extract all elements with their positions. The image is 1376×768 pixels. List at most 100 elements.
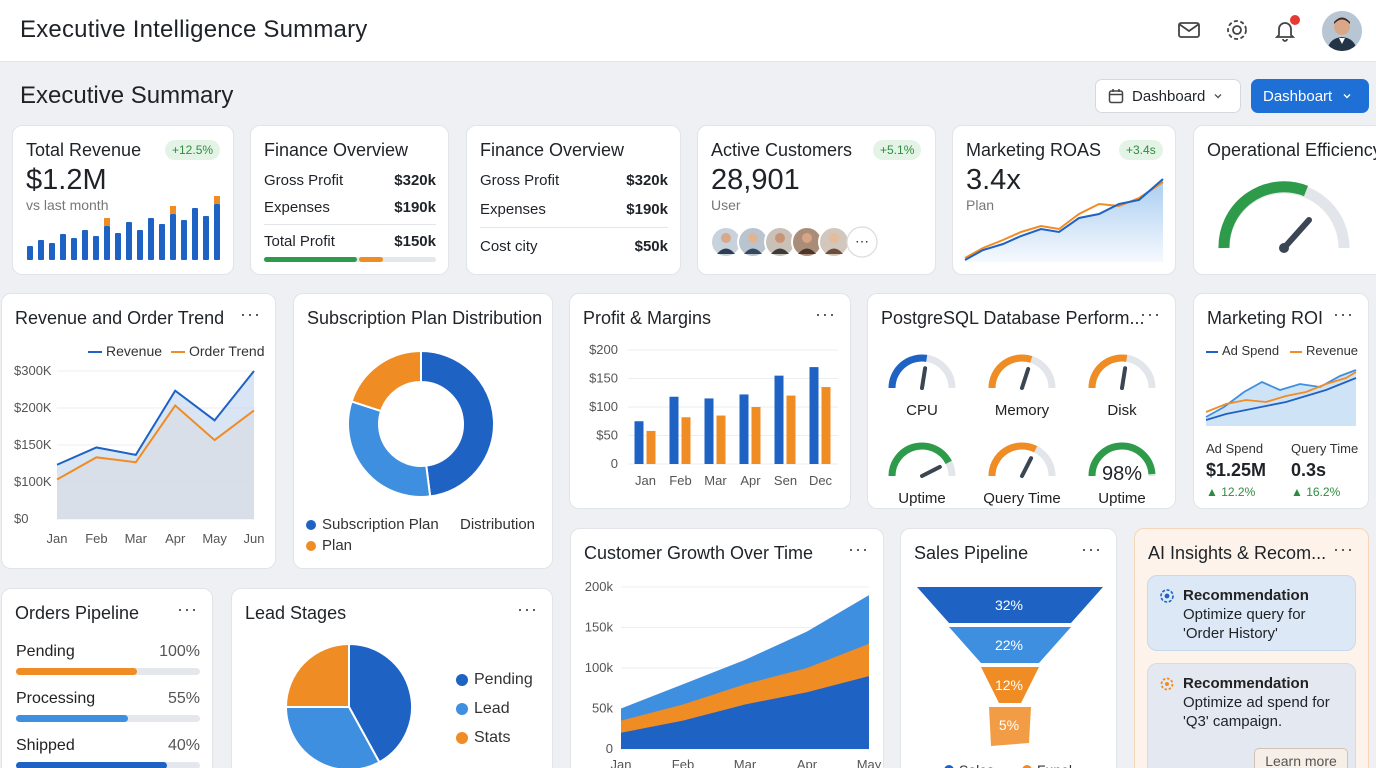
mini-bar	[38, 240, 44, 260]
shipped-progress	[16, 762, 200, 768]
gauge-label: Uptime	[1098, 490, 1146, 507]
stat-value: $1.25M	[1206, 460, 1267, 480]
gauge-fill	[988, 442, 1038, 477]
mini-bar	[159, 224, 165, 260]
gear-icon[interactable]	[1224, 17, 1250, 43]
dashboard-primary-button[interactable]: Dashboart	[1251, 79, 1369, 113]
x-tick-label: Jun	[244, 531, 265, 546]
more-menu-button[interactable]: ···	[1333, 304, 1354, 324]
more-avatars-label: ⋯	[855, 233, 869, 249]
revenue-order-trend-card[interactable]: Revenue and Order Trend ··· Revenue Orde…	[1, 293, 276, 569]
pipeline-item-pending: Pending 100%	[16, 643, 200, 660]
card-title: Finance Overview	[264, 140, 409, 160]
gauge-value: 98%	[1102, 463, 1142, 485]
card-title: Orders Pipeline	[15, 603, 140, 623]
x-tick-label: Mar	[125, 531, 148, 546]
sales-pipeline-card[interactable]: Sales Pipeline ··· 32% 22% 12% 5% Sales Funel	[900, 528, 1117, 768]
card-title: Active Customers	[711, 140, 853, 160]
more-menu-button[interactable]: ···	[815, 304, 836, 324]
revenue-trend-chart: $300K $200K $150K $100K $0 Jan Feb Mar Apr May Jun	[14, 364, 265, 546]
customers-sub: User	[711, 197, 741, 213]
avatar[interactable]	[1322, 11, 1362, 51]
total-revenue-card[interactable]: Total Revenue +12.5% $1.2M vs last month	[12, 125, 234, 275]
finance-overview-card[interactable]: Finance Overview Gross Profit $320k Expen…	[250, 125, 449, 275]
bar	[646, 430, 656, 464]
mini-bar	[137, 230, 143, 260]
funnel-label: 32%	[995, 597, 1023, 613]
area-series	[621, 676, 869, 749]
y-tick-label: $100K	[14, 474, 52, 489]
profit-margins-card[interactable]: Profit & Margins ··· $200 $150 $100 $50 0 Jan…	[569, 293, 851, 509]
card-title: Marketing ROI	[1207, 308, 1324, 328]
subscription-distribution-card[interactable]: Subscription Plan Distribution Subscript…	[293, 293, 553, 569]
recommendation-item[interactable]: Recommendation Optimize ad spend for 'Q3…	[1147, 663, 1356, 768]
x-tick-label: Jan	[635, 473, 656, 488]
x-tick-label: Feb	[669, 473, 691, 488]
postgres-gauges: CPU Memory Disk Uptime Query Time 98% Uptime	[888, 354, 1156, 507]
avatar	[710, 226, 742, 258]
lead-stages-card[interactable]: Lead Stages ··· Pending Lead Stats	[231, 588, 553, 768]
mini-bar	[93, 236, 99, 260]
calendar-icon	[1108, 89, 1124, 104]
funnel-label: 12%	[995, 677, 1023, 693]
operational-efficiency-card[interactable]: Operational Efficiency	[1193, 125, 1376, 275]
lead-stages-pie	[284, 642, 413, 768]
more-menu-button[interactable]: ···	[1333, 539, 1354, 559]
more-menu-button[interactable]: ···	[848, 539, 869, 559]
x-tick-label: Dec	[809, 473, 833, 488]
primary-button-label: Dashboart	[1263, 87, 1333, 105]
orders-pipeline-card[interactable]: Orders Pipeline ··· Pending 100% Processi…	[1, 588, 213, 768]
finance-row: Expenses $190k	[264, 199, 436, 216]
growth-badge: +12.5%	[165, 140, 221, 160]
recommendation-item[interactable]: Recommendation Optimize query for 'Order…	[1147, 575, 1356, 651]
x-tick-label: Mar	[734, 757, 757, 768]
bar	[739, 394, 749, 464]
growth-badge: +5.1%	[873, 140, 922, 160]
gauge-needle	[1020, 456, 1034, 478]
funnel-stage	[981, 667, 1039, 703]
card-title: Subscription Plan Distribution	[307, 308, 543, 328]
legend-funel: Funel	[1037, 762, 1072, 768]
y-tick-label: $150K	[14, 437, 52, 452]
avatar	[764, 226, 796, 258]
more-menu-button[interactable]: ···	[517, 599, 538, 619]
mini-bar	[126, 222, 132, 260]
bell-icon[interactable]	[1272, 17, 1298, 43]
active-customers-card[interactable]: Active Customers +5.1% 28,901 User ⋯	[697, 125, 936, 275]
pie-slice	[284, 642, 350, 708]
pipeline-item-shipped: Shipped 40%	[16, 737, 200, 754]
more-menu-button[interactable]: ···	[1081, 539, 1102, 559]
legend-sales: Sales	[959, 762, 994, 768]
more-menu-button[interactable]: ···	[177, 599, 198, 619]
rec-body: 'Q3' campaign.	[1183, 713, 1283, 730]
finance-overview-card-2[interactable]: Finance Overview Gross Profit $320k Expen…	[466, 125, 681, 275]
learn-more-button[interactable]: Learn more	[1254, 748, 1348, 768]
x-tick-label: Sen	[774, 473, 797, 488]
y-tick-label: $0	[14, 511, 28, 526]
y-tick-label: 0	[611, 456, 618, 471]
bar	[704, 398, 714, 464]
roas-sub: Plan	[966, 197, 995, 213]
marketing-roas-card[interactable]: Marketing ROAS +3.4s 3.4x Plan	[952, 125, 1176, 275]
mail-icon[interactable]	[1176, 17, 1202, 43]
card-title: Finance Overview	[480, 140, 625, 160]
card-title: Lead Stages	[245, 603, 347, 623]
gauge-fill	[888, 442, 952, 477]
ai-insights-card[interactable]: AI Insights & Recom... ··· Recommendatio…	[1134, 528, 1369, 768]
customer-growth-card[interactable]: Customer Growth Over Time ··· 200k 150k 10…	[570, 528, 884, 768]
more-menu-button[interactable]: ···	[1140, 304, 1161, 324]
gauge-label: Disk	[1107, 402, 1137, 419]
mini-bar	[181, 220, 187, 260]
more-menu-button[interactable]: ···	[240, 304, 261, 324]
dashboard-dropdown[interactable]: Dashboard	[1095, 79, 1241, 113]
marketing-roi-card[interactable]: Marketing ROI ··· Ad Spend Revenue Ad Sp…	[1193, 293, 1369, 509]
bar	[809, 367, 819, 464]
mini-bar	[115, 233, 121, 260]
processing-progress	[16, 715, 200, 722]
card-title: Total Revenue	[26, 140, 142, 160]
y-tick-label: $100	[589, 399, 618, 414]
revenue-mini-bars	[27, 196, 220, 260]
postgres-performance-card[interactable]: PostgreSQL Database Perform... ··· CPU Me…	[867, 293, 1176, 509]
settings-icon	[1160, 589, 1174, 603]
mini-bar	[170, 214, 176, 260]
